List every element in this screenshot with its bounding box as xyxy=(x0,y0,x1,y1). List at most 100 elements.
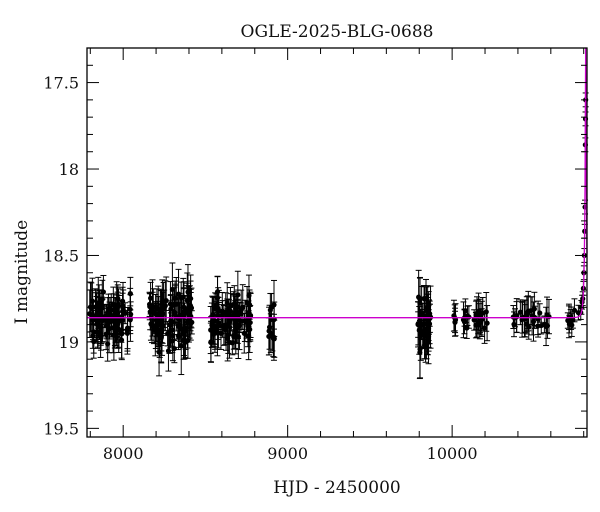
data-point xyxy=(175,268,182,320)
x-tick-label: 8000 xyxy=(103,444,144,463)
point-marker xyxy=(187,302,193,309)
point-marker xyxy=(108,312,114,319)
data-point xyxy=(166,309,173,354)
y-tick-label: 17.5 xyxy=(43,74,79,93)
point-marker xyxy=(210,311,216,318)
point-marker xyxy=(184,297,190,304)
data-point xyxy=(104,326,111,362)
data-point xyxy=(475,292,482,331)
chart-title: OGLE-2025-BLG-0688 xyxy=(240,22,434,42)
point-marker xyxy=(160,311,166,317)
data-point xyxy=(149,308,156,344)
point-marker xyxy=(418,322,425,328)
point-marker xyxy=(524,311,530,317)
data-point xyxy=(97,323,104,351)
data-point xyxy=(210,320,217,348)
data-point xyxy=(243,305,250,339)
data-point xyxy=(266,304,273,350)
data-point xyxy=(214,275,221,320)
point-marker xyxy=(154,325,160,331)
point-marker xyxy=(107,307,113,313)
point-marker xyxy=(475,309,482,315)
point-marker xyxy=(270,335,276,341)
data-points-layer xyxy=(86,92,589,380)
data-point xyxy=(234,270,241,320)
y-tick-label: 19 xyxy=(59,333,79,352)
point-marker xyxy=(543,323,549,330)
point-marker xyxy=(148,295,154,301)
data-point xyxy=(113,318,120,343)
point-marker xyxy=(266,324,273,330)
model-curve xyxy=(87,47,588,319)
point-marker xyxy=(180,330,187,337)
point-marker xyxy=(128,311,134,317)
x-axis-label: HJD - 2450000 xyxy=(273,478,401,498)
data-point xyxy=(108,293,115,338)
data-point xyxy=(245,274,252,317)
point-marker xyxy=(481,325,488,331)
model-curve-layer xyxy=(87,47,588,319)
point-marker xyxy=(511,321,517,327)
point-marker xyxy=(182,339,189,345)
data-point xyxy=(519,301,526,338)
data-point xyxy=(270,319,277,358)
data-point xyxy=(159,291,166,336)
point-marker xyxy=(175,291,182,297)
point-marker xyxy=(271,302,277,308)
point-marker xyxy=(226,311,232,317)
point-marker xyxy=(246,292,252,299)
y-tick-label: 19.5 xyxy=(43,419,79,438)
point-marker xyxy=(157,306,163,312)
x-tick-label: 10000 xyxy=(427,444,478,463)
point-marker xyxy=(219,323,226,329)
point-marker xyxy=(537,310,543,316)
point-marker xyxy=(124,330,131,336)
data-point xyxy=(122,302,129,325)
point-marker xyxy=(243,319,250,325)
data-point xyxy=(119,292,126,330)
y-tick-label: 18 xyxy=(59,160,79,179)
point-marker xyxy=(211,331,217,337)
data-point xyxy=(124,311,131,355)
data-point xyxy=(452,303,459,337)
data-point xyxy=(543,306,550,347)
point-marker xyxy=(166,329,173,335)
data-point xyxy=(523,296,530,333)
data-point xyxy=(461,309,468,335)
point-marker xyxy=(120,308,126,314)
data-point xyxy=(127,301,134,328)
point-marker xyxy=(240,304,246,310)
point-marker xyxy=(156,349,162,355)
point-marker xyxy=(105,341,111,347)
plot-frame xyxy=(86,47,588,438)
point-marker xyxy=(232,321,238,328)
point-marker xyxy=(519,317,525,323)
point-marker xyxy=(90,317,96,323)
point-marker xyxy=(461,319,468,325)
data-point xyxy=(163,276,170,325)
point-marker xyxy=(566,321,572,327)
point-marker xyxy=(96,300,102,306)
data-point xyxy=(207,305,214,355)
data-point xyxy=(184,272,191,329)
point-marker xyxy=(219,308,225,314)
point-marker xyxy=(99,296,105,302)
data-point xyxy=(232,300,239,349)
y-tick-label: 18.5 xyxy=(43,246,79,265)
point-marker xyxy=(227,318,233,324)
point-marker xyxy=(484,320,490,326)
point-marker xyxy=(98,334,104,340)
point-marker xyxy=(244,300,250,306)
point-marker xyxy=(235,292,241,298)
point-marker xyxy=(149,323,155,329)
point-marker xyxy=(479,317,485,323)
point-marker xyxy=(266,333,272,340)
point-marker xyxy=(163,298,169,304)
point-marker xyxy=(113,327,120,333)
point-marker xyxy=(87,311,93,317)
point-marker xyxy=(208,327,214,333)
data-point xyxy=(180,307,187,360)
point-marker xyxy=(214,295,221,301)
data-point xyxy=(219,314,226,338)
x-tick-label: 9000 xyxy=(267,444,308,463)
